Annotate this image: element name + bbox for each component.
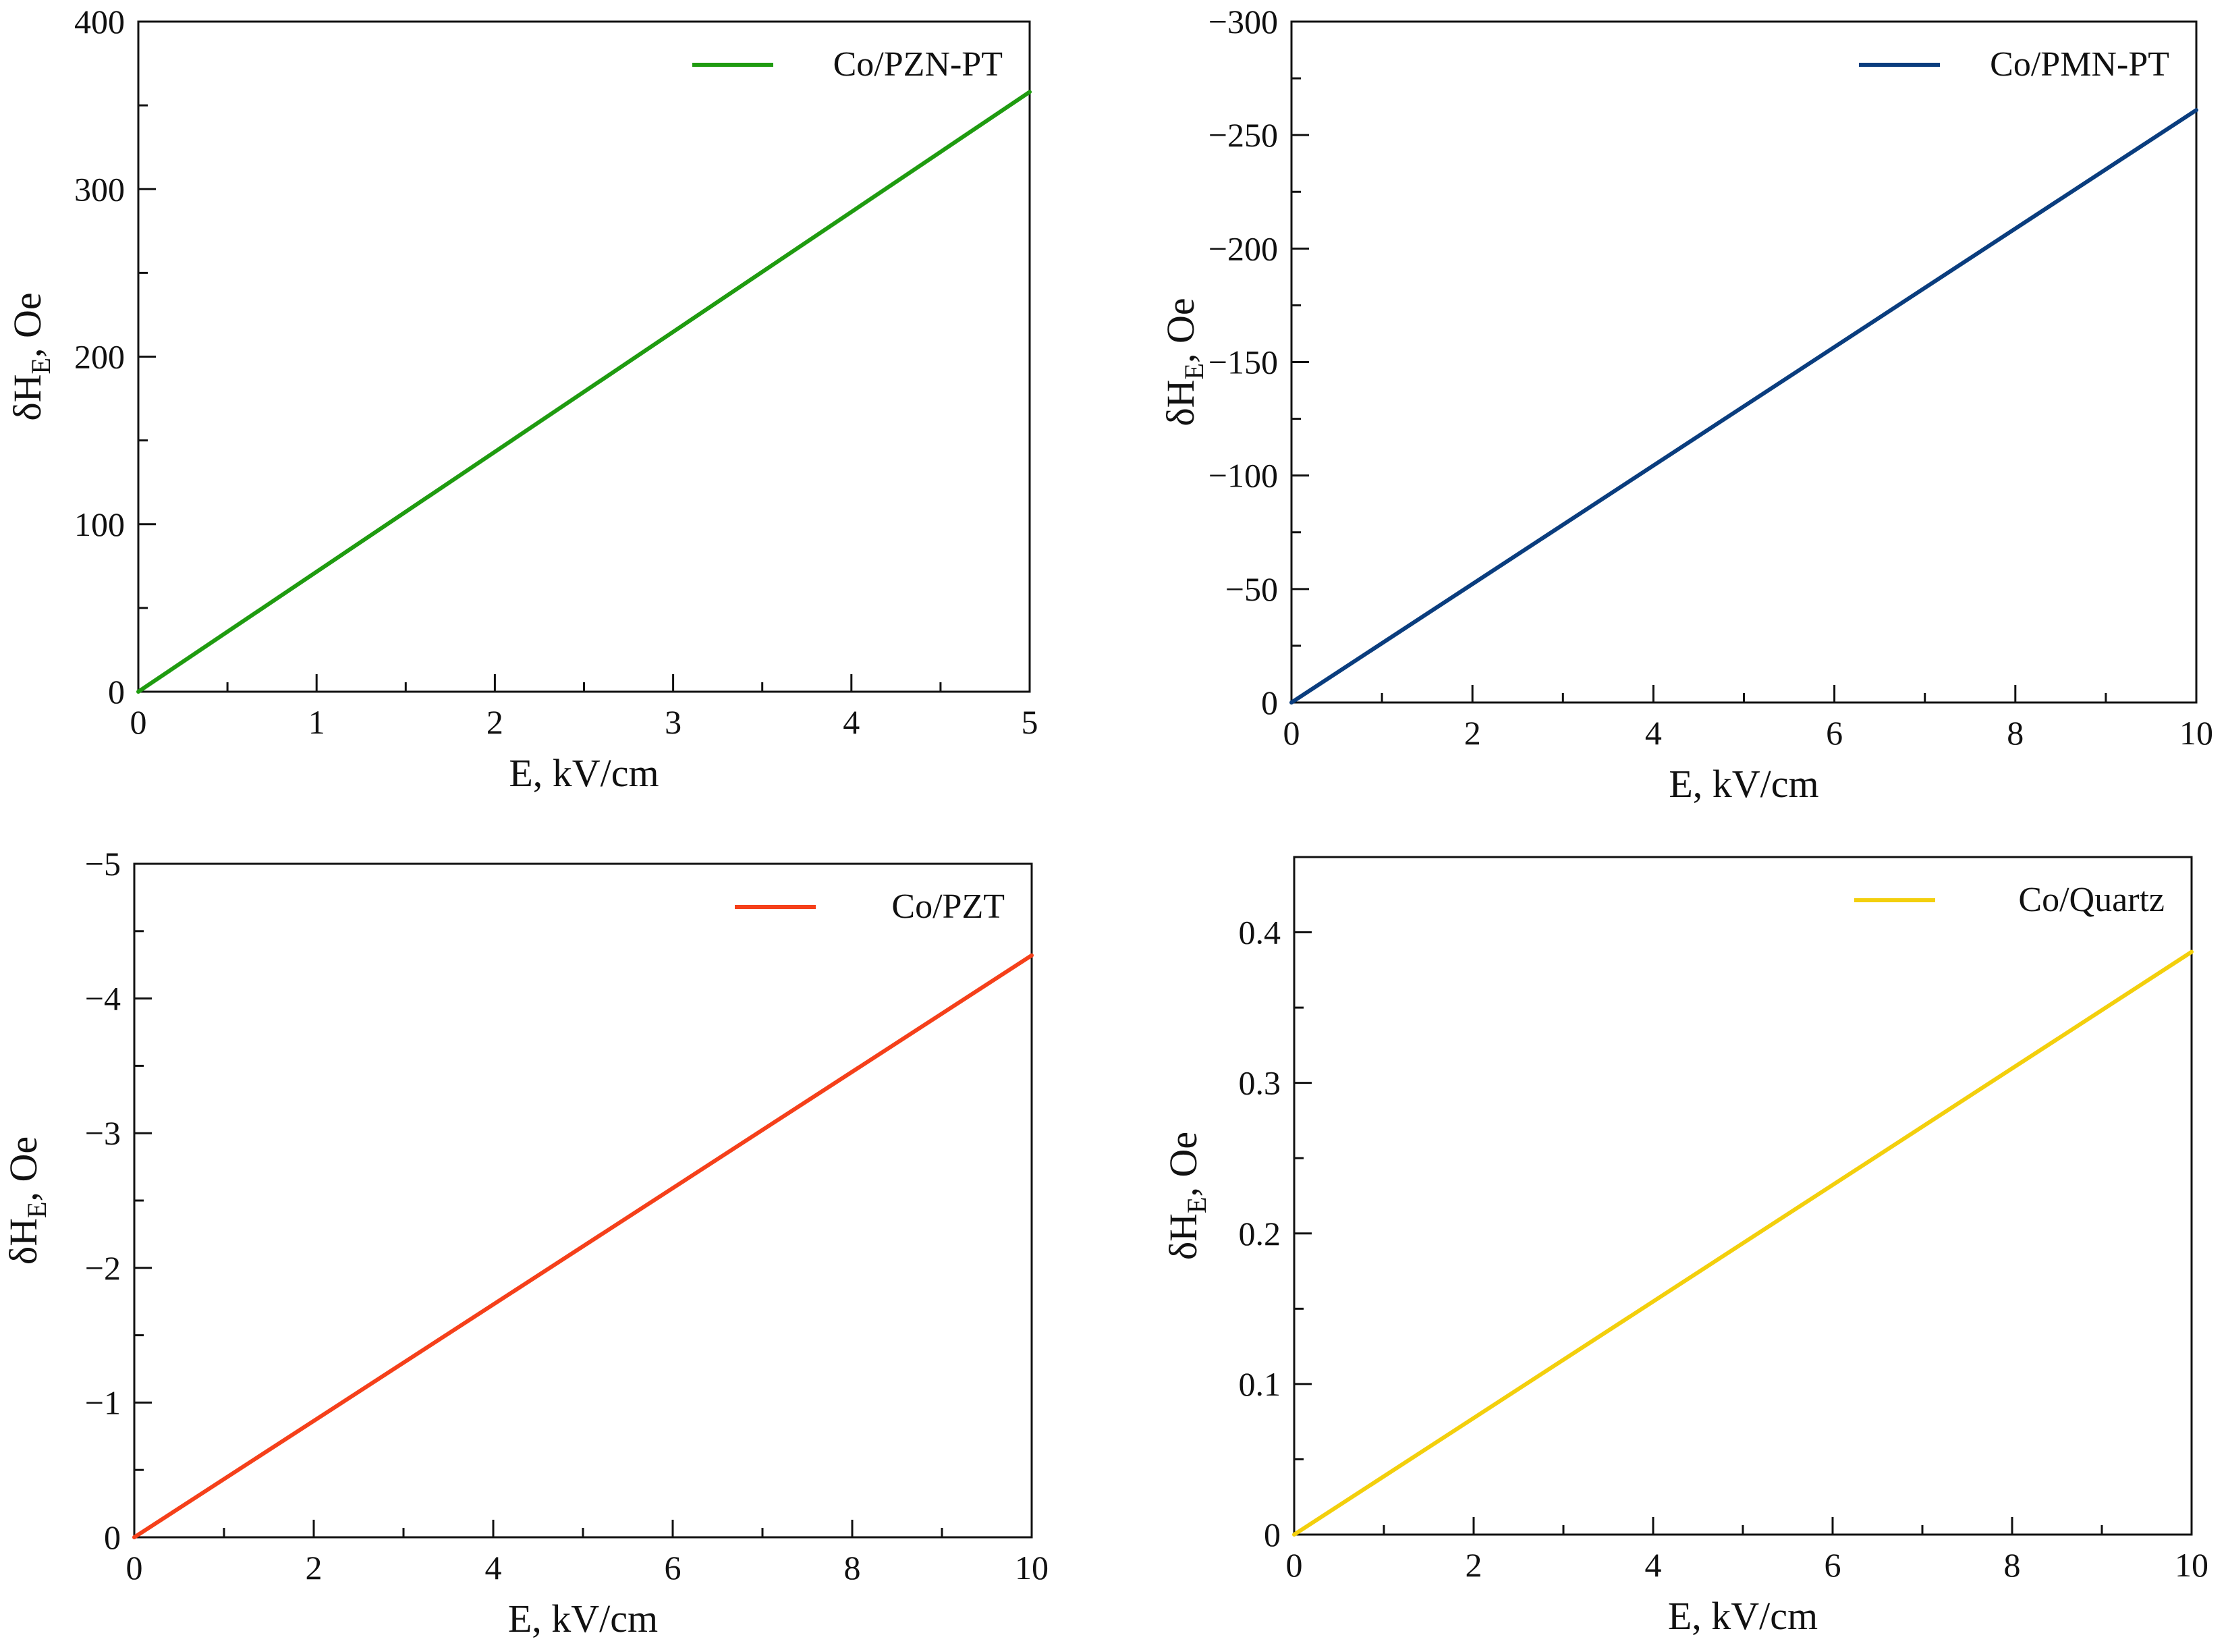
y-axis-label: δHE, Oe (5, 292, 56, 420)
x-tick-label: 4 (1645, 1546, 1662, 1584)
x-tick-label: 0 (1286, 1546, 1303, 1584)
chart-co-pmn-pt: 0 2 4 6 8 10 0 −50 −100 −150 −200 −250 −300 E, kV/cm δ… (1159, 3, 2213, 806)
y-tick-label: −250 (1208, 116, 1278, 154)
y-tick-label: 0 (108, 673, 125, 711)
x-tick-label: 4 (843, 703, 860, 741)
y-tick-label: −200 (1208, 229, 1278, 267)
legend-label: Co/PZN-PT (833, 45, 1003, 84)
x-tick-label: 0 (126, 1549, 143, 1587)
x-tick-label: 1 (308, 703, 325, 741)
y-tick-label: 300 (74, 170, 125, 208)
x-tick-label: 10 (2175, 1546, 2208, 1584)
y-tick-label: 100 (74, 505, 125, 543)
x-tick-label: 2 (1464, 714, 1481, 752)
series-line-co-pmn-pt (1289, 108, 2198, 705)
series-line-co-pzt (132, 953, 1034, 1539)
y-tick-label: −150 (1208, 343, 1278, 381)
y-tick-label: 0.2 (1239, 1215, 1281, 1252)
x-tick-label: 0 (1283, 714, 1300, 752)
y-tick-label: 200 (74, 338, 125, 376)
y-axis-label-subscript: E (1181, 1196, 1212, 1213)
x-tick-label: 0 (130, 703, 147, 741)
y-axis-label-subscript: E (22, 1201, 52, 1217)
y-tick-label: 400 (74, 3, 125, 40)
y-tick-label: −2 (85, 1249, 121, 1287)
x-tick-label: 4 (1645, 714, 1662, 752)
x-axis-label: E, kV/cm (509, 751, 659, 795)
y-axis-label-unit: , Oe (1, 1136, 45, 1202)
chart-co-pzt: 0 2 4 6 8 10 0 −1 −2 −3 −4 −5 E, kV/cm δHE, Oe Co/PZT (1, 845, 1049, 1641)
plot-frame (1293, 856, 2193, 1536)
y-axis-label: δHE, Oe (1, 1136, 52, 1265)
y-axis-label-main: δH (1, 1218, 45, 1265)
legend-label: Co/PMN-PT (1990, 45, 2169, 84)
y-axis-label: δHE, Oe (1161, 1132, 1212, 1260)
x-tick-label: 6 (665, 1549, 681, 1587)
x-tick-label: 2 (486, 703, 503, 741)
x-tick-label: 3 (665, 703, 681, 741)
y-tick-label: −100 (1208, 457, 1278, 495)
y-axis-label-main: δH (1161, 1213, 1205, 1260)
y-tick-label: 0.3 (1239, 1064, 1281, 1102)
y-axis-label-main: δH (5, 374, 49, 420)
series-line-co-pzn-pt (136, 90, 1032, 694)
chart-co-quartz: 0 2 4 6 8 10 0 0.1 0.2 0.3 0.4 E, kV/cm δHE, Oe Co/Qu… (1161, 856, 2208, 1638)
plot-frame (1290, 20, 2198, 704)
y-tick-label: 0 (1264, 1516, 1281, 1553)
x-tick-label: 8 (2004, 1546, 2021, 1584)
x-axis-label: E, kV/cm (1669, 762, 1818, 806)
x-tick-label: 8 (2007, 714, 2024, 752)
y-axis-label-unit: , Oe (1159, 298, 1202, 363)
x-axis-label: E, kV/cm (1668, 1594, 1818, 1638)
legend-label: Co/PZT (891, 887, 1005, 926)
x-tick-label: 5 (1022, 703, 1038, 741)
y-tick-label: −5 (85, 845, 121, 883)
legend-label: Co/Quartz (2018, 881, 2165, 919)
y-tick-label: −1 (85, 1383, 121, 1421)
x-tick-label: 2 (306, 1549, 323, 1587)
y-tick-label: −50 (1225, 570, 1278, 608)
x-tick-label: 10 (1015, 1549, 1049, 1587)
y-axis-label-main: δH (1159, 379, 1202, 426)
plot-frame (137, 20, 1031, 693)
y-axis-label-subscript: E (26, 358, 56, 374)
y-tick-label: 0 (104, 1518, 121, 1556)
y-tick-label: 0.4 (1239, 914, 1281, 952)
y-tick-label: −300 (1208, 3, 1278, 40)
chart-co-pzn-pt: 0 1 2 3 4 5 0 100 200 300 400 E, kV/cm δHE, Oe Co/PZN… (5, 3, 1038, 795)
series-line-co-quartz (1292, 949, 2194, 1537)
y-axis-label-unit: , Oe (1161, 1132, 1205, 1197)
x-tick-label: 6 (1825, 1546, 1841, 1584)
y-tick-label: 0 (1261, 684, 1278, 721)
x-tick-label: 8 (844, 1549, 861, 1587)
y-axis-label-unit: , Oe (5, 292, 49, 358)
y-axis-label: δHE, Oe (1159, 298, 1209, 426)
y-tick-label: −3 (85, 1114, 121, 1152)
y-tick-label: 0.1 (1239, 1365, 1281, 1403)
plot-frame (133, 862, 1033, 1539)
x-axis-label: E, kV/cm (508, 1597, 658, 1641)
y-tick-label: −4 (85, 980, 121, 1018)
x-tick-label: 10 (2179, 714, 2213, 752)
x-tick-label: 2 (1466, 1546, 1482, 1584)
x-tick-label: 4 (485, 1549, 502, 1587)
x-tick-label: 6 (1826, 714, 1843, 752)
y-axis-label-subscript: E (1179, 363, 1209, 379)
